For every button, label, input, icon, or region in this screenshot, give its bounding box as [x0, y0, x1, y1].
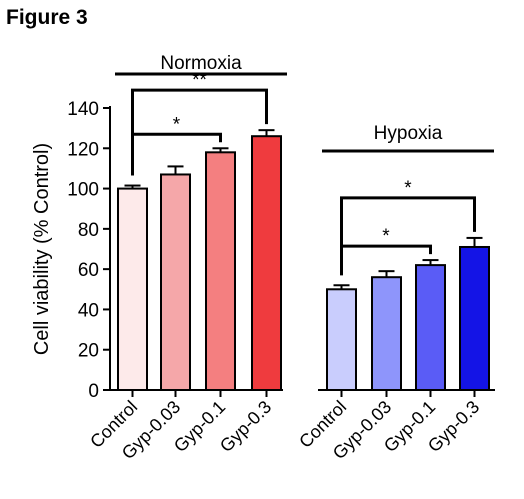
bar [326, 288, 357, 391]
y-axis-label: Cell viability (% Control) [31, 143, 53, 355]
bar [371, 276, 402, 392]
y-tick-label: 80 [78, 220, 99, 241]
x-tick-label: Gyp-0.3 [216, 397, 275, 456]
chart-bars [117, 129, 490, 392]
bar [251, 135, 282, 391]
significance-label: * [382, 226, 390, 247]
y-tick-label: 100 [67, 180, 99, 201]
group-title: Normoxia [160, 53, 242, 74]
figure-label: Figure 3 [6, 6, 88, 29]
y-tick-label: 20 [78, 341, 99, 362]
significance-label: * [173, 114, 181, 135]
y-tick-label: 140 [67, 99, 99, 120]
bar [205, 151, 236, 391]
chart-annotations: ***** [115, 70, 494, 276]
bar [117, 187, 148, 391]
y-tick-label: 40 [78, 300, 99, 321]
significance-label: ** [192, 70, 207, 91]
bar [415, 264, 446, 391]
y-tick-label: 120 [67, 139, 99, 160]
group-title: Hypoxia [374, 123, 443, 144]
bar [459, 245, 490, 391]
significance-label: * [404, 178, 412, 199]
y-tick-label: 0 [88, 381, 99, 402]
y-tick-label: 60 [78, 260, 99, 281]
significance-bracket [131, 88, 268, 176]
significance-bracket [340, 196, 476, 276]
bar [160, 173, 191, 391]
